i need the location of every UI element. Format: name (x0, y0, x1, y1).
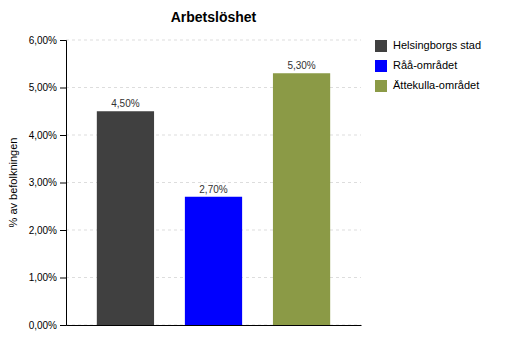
y-tick-label: 3,00% (29, 177, 57, 188)
grid (66, 40, 361, 325)
legend-swatch (375, 40, 387, 52)
y-tick: 3,00% (29, 177, 66, 188)
legend-label: Råå-området (393, 59, 457, 71)
y-tick: 0,00% (29, 320, 66, 331)
y-tick: 2,00% (29, 225, 66, 236)
data-label: 5,30% (287, 60, 315, 71)
legend-label: Helsingborgs stad (393, 39, 481, 51)
data-label: 4,50% (111, 98, 139, 109)
y-tick-mark (60, 183, 66, 184)
y-tick-label: 1,00% (29, 272, 57, 283)
y-tick-label: 2,00% (29, 225, 57, 236)
legend: Helsingborgs stad Råå-området Ättekulla-om… (375, 39, 481, 92)
y-axis: 0,00% 1,00% 2,00% 3,00% 4,00% 5,00% 6,00% (29, 35, 67, 331)
bars (97, 73, 330, 325)
y-axis-title: % av befolkningen (7, 138, 19, 228)
grid-line (66, 40, 361, 41)
y-tick-label: 6,00% (29, 35, 57, 46)
data-labels: 4,50% 2,70% 5,30% (111, 60, 316, 195)
y-tick-label: 5,00% (29, 82, 57, 93)
y-tick-mark (60, 325, 66, 326)
bar (273, 73, 330, 325)
legend-label: Ättekulla-området (393, 79, 479, 91)
data-label: 2,70% (199, 184, 227, 195)
y-tick-mark (60, 40, 66, 41)
chart: 0,00% 1,00% 2,00% 3,00% 4,00% 5,00% 6,00% 4,50%… (0, 0, 511, 341)
y-tick-mark (60, 278, 66, 279)
y-tick-mark (60, 230, 66, 231)
y-tick-mark (60, 88, 66, 89)
bar (185, 197, 242, 325)
y-tick: 4,00% (29, 130, 66, 141)
title: Arbetslöshet (171, 9, 257, 25)
legend-item: Ättekulla-området (375, 79, 479, 92)
legend-item: Helsingborgs stad (375, 39, 481, 52)
legend-swatch (375, 80, 387, 92)
legend-item: Råå-området (375, 59, 457, 72)
x-axis-line (67, 325, 362, 326)
legend-swatch (375, 60, 387, 72)
y-tick: 5,00% (29, 82, 66, 93)
y-tick: 6,00% (29, 35, 66, 46)
y-tick-label: 0,00% (29, 320, 57, 331)
y-tick: 1,00% (29, 272, 66, 283)
plot: 0,00% 1,00% 2,00% 3,00% 4,00% 5,00% 6,00% 4,50%… (29, 35, 362, 331)
bar (97, 111, 154, 325)
y-tick-label: 4,00% (29, 130, 57, 141)
x-axis (67, 325, 362, 326)
y-axis-line (60, 41, 67, 326)
y-tick-mark (60, 135, 66, 136)
